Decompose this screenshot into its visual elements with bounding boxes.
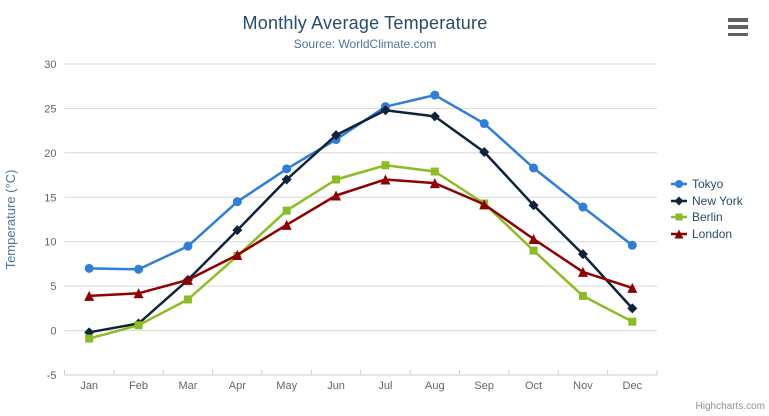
x-axis-tick-label: Mar xyxy=(178,380,197,392)
legend: Tokyo New York Berlin London xyxy=(671,176,743,242)
data-point-tokyo-jan[interactable] xyxy=(84,263,94,273)
y-axis-tick-label: 0 xyxy=(50,326,56,338)
x-axis-tick-label: Oct xyxy=(525,380,542,392)
data-point-berlin-aug[interactable] xyxy=(430,167,439,176)
series-line-new-york[interactable] xyxy=(87,108,634,334)
legend-item-tokyo[interactable]: Tokyo xyxy=(671,176,743,193)
x-axis-tick-label: Aug xyxy=(425,380,445,392)
data-point-berlin-jun[interactable] xyxy=(332,175,341,184)
data-point-london-mar[interactable] xyxy=(182,274,193,285)
y-axis-tick-label: -5 xyxy=(47,370,57,382)
x-axis-tick-label: Apr xyxy=(229,380,246,392)
data-point-london-jun[interactable] xyxy=(331,190,342,201)
data-point-london-jan[interactable] xyxy=(84,290,95,301)
chart-subtitle: Source: WorldClimate.com xyxy=(293,37,437,51)
data-point-tokyo-may[interactable] xyxy=(282,164,292,174)
series-berlin[interactable] xyxy=(85,161,637,343)
legend-label: Berlin xyxy=(692,210,723,225)
y-axis-tick-label: 20 xyxy=(44,148,56,160)
y-axis-tick-label: 30 xyxy=(44,59,56,71)
data-point-tokyo-oct[interactable] xyxy=(529,163,539,173)
legend-label: New York xyxy=(692,193,743,208)
y-axis-tick-label: 25 xyxy=(44,103,56,115)
legend-marker-berlin xyxy=(671,213,687,221)
x-axis-tick-label: Jun xyxy=(327,380,345,392)
data-point-tokyo-sep[interactable] xyxy=(479,119,489,129)
y-axis-tick-label: 15 xyxy=(44,192,56,204)
data-point-new-york-nov[interactable] xyxy=(577,249,588,260)
y-axis-tick-label: 10 xyxy=(44,237,56,249)
data-point-new-york-apr[interactable] xyxy=(232,225,243,236)
data-point-berlin-nov[interactable] xyxy=(578,291,587,300)
data-point-berlin-oct[interactable] xyxy=(529,246,538,255)
legend-marker-tokyo xyxy=(671,180,687,189)
x-axis-tick-label: Jan xyxy=(80,380,98,392)
data-point-london-may[interactable] xyxy=(281,219,292,230)
data-point-new-york-may[interactable] xyxy=(281,174,292,185)
legend-item-berlin[interactable]: Berlin xyxy=(671,209,743,226)
data-point-london-aug[interactable] xyxy=(429,178,440,189)
series-new-york[interactable] xyxy=(84,105,638,338)
data-point-berlin-feb[interactable] xyxy=(134,321,143,330)
series-line-berlin[interactable] xyxy=(87,164,634,340)
data-point-london-feb[interactable] xyxy=(133,288,144,299)
legend-marker-london xyxy=(671,229,687,239)
data-point-new-york-jun[interactable] xyxy=(331,130,342,141)
data-point-berlin-dec[interactable] xyxy=(628,317,637,326)
data-point-london-oct[interactable] xyxy=(528,234,539,245)
data-point-tokyo-feb[interactable] xyxy=(134,264,144,274)
data-point-tokyo-aug[interactable] xyxy=(430,90,440,100)
x-axis-tick-label: Dec xyxy=(623,380,643,392)
data-point-tokyo-apr[interactable] xyxy=(232,197,242,207)
legend-item-london[interactable]: London xyxy=(671,226,743,243)
hamburger-menu-icon xyxy=(728,32,748,36)
data-point-berlin-may[interactable] xyxy=(282,206,291,215)
x-axis-tick-label: Nov xyxy=(573,380,593,392)
data-point-new-york-sep[interactable] xyxy=(479,146,490,157)
x-axis-tick-label: May xyxy=(276,380,297,392)
y-axis-tick-label: 5 xyxy=(50,281,56,293)
legend-item-new-york[interactable]: New York xyxy=(671,193,743,210)
legend-label: Tokyo xyxy=(692,177,724,192)
data-point-tokyo-mar[interactable] xyxy=(183,241,193,251)
data-point-new-york-jul[interactable] xyxy=(380,105,391,116)
data-point-new-york-aug[interactable] xyxy=(429,111,440,122)
x-axis-tick-label: Sep xyxy=(474,380,494,392)
data-point-berlin-jan[interactable] xyxy=(85,334,94,343)
data-point-new-york-dec[interactable] xyxy=(627,303,638,314)
x-axis-tick-label: Jul xyxy=(378,380,392,392)
data-point-berlin-jul[interactable] xyxy=(381,161,390,170)
series-line-london[interactable] xyxy=(87,178,634,298)
data-point-london-jul[interactable] xyxy=(380,174,391,185)
series-tokyo[interactable] xyxy=(84,90,637,274)
credits-link[interactable]: Highcharts.com xyxy=(695,401,765,412)
hamburger-menu-icon xyxy=(728,18,748,22)
export-menu-button[interactable] xyxy=(728,18,750,36)
data-point-london-apr[interactable] xyxy=(232,250,243,261)
data-point-london-sep[interactable] xyxy=(479,199,490,210)
data-point-london-nov[interactable] xyxy=(577,266,588,277)
series-london[interactable] xyxy=(84,174,638,301)
data-point-new-york-oct[interactable] xyxy=(528,200,539,211)
data-point-tokyo-nov[interactable] xyxy=(578,202,588,212)
legend-marker-new-york xyxy=(671,196,687,206)
y-axis-title: Temperature (°C) xyxy=(3,170,18,270)
hamburger-menu-icon xyxy=(728,25,748,29)
data-point-berlin-mar[interactable] xyxy=(183,295,192,304)
data-point-london-dec[interactable] xyxy=(627,282,638,293)
chart-title: Monthly Average Temperature xyxy=(242,13,488,33)
x-axis-tick-label: Feb xyxy=(129,380,148,392)
series-line-tokyo[interactable] xyxy=(87,93,634,271)
data-point-tokyo-dec[interactable] xyxy=(627,240,637,250)
legend-label: London xyxy=(692,226,733,241)
